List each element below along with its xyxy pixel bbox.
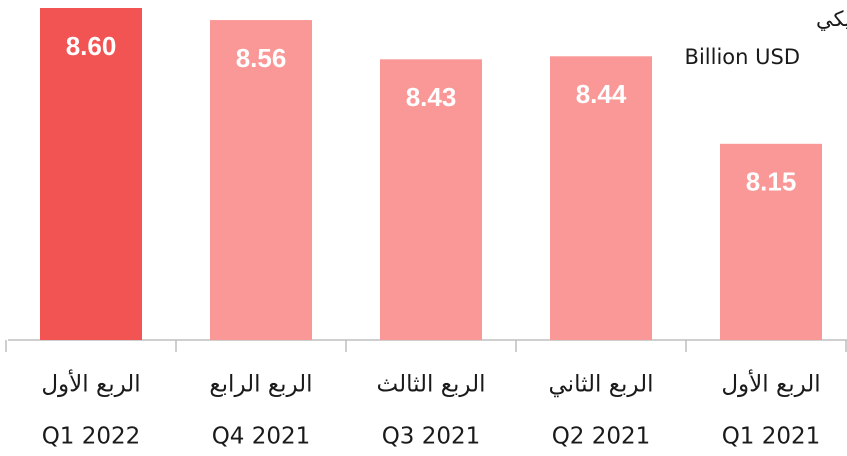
value-label: 8.15 [746, 167, 797, 197]
value-label: 8.56 [236, 43, 287, 73]
x-tick-label-en: Q4 2021 [212, 424, 311, 450]
x-tick-label-ar: الربع الأول [41, 370, 140, 398]
bar [210, 20, 312, 341]
bar [550, 56, 652, 341]
unit-label-ar: مليار دولار أمريكي [816, 5, 847, 31]
x-tick-label-en: Q1 2022 [42, 424, 141, 450]
bar [380, 59, 482, 341]
value-label: 8.60 [66, 31, 117, 61]
bar [40, 8, 142, 340]
bar [720, 143, 822, 340]
x-tick-label-en: Q1 2021 [722, 424, 821, 450]
x-tick-label-en: Q2 2021 [552, 424, 651, 450]
x-tick-label-ar: الربع الثالث [377, 372, 486, 398]
x-tick-label-ar: الربع الرابع [209, 372, 312, 398]
unit-label-en: Billion USD [685, 45, 800, 69]
value-label: 8.44 [576, 79, 627, 109]
x-tick-label-ar: الربع الأول [721, 370, 820, 398]
x-tick-label-en: Q3 2021 [382, 424, 481, 450]
x-tick-label-ar: الربع الثاني [549, 372, 654, 398]
value-label: 8.43 [406, 82, 457, 112]
